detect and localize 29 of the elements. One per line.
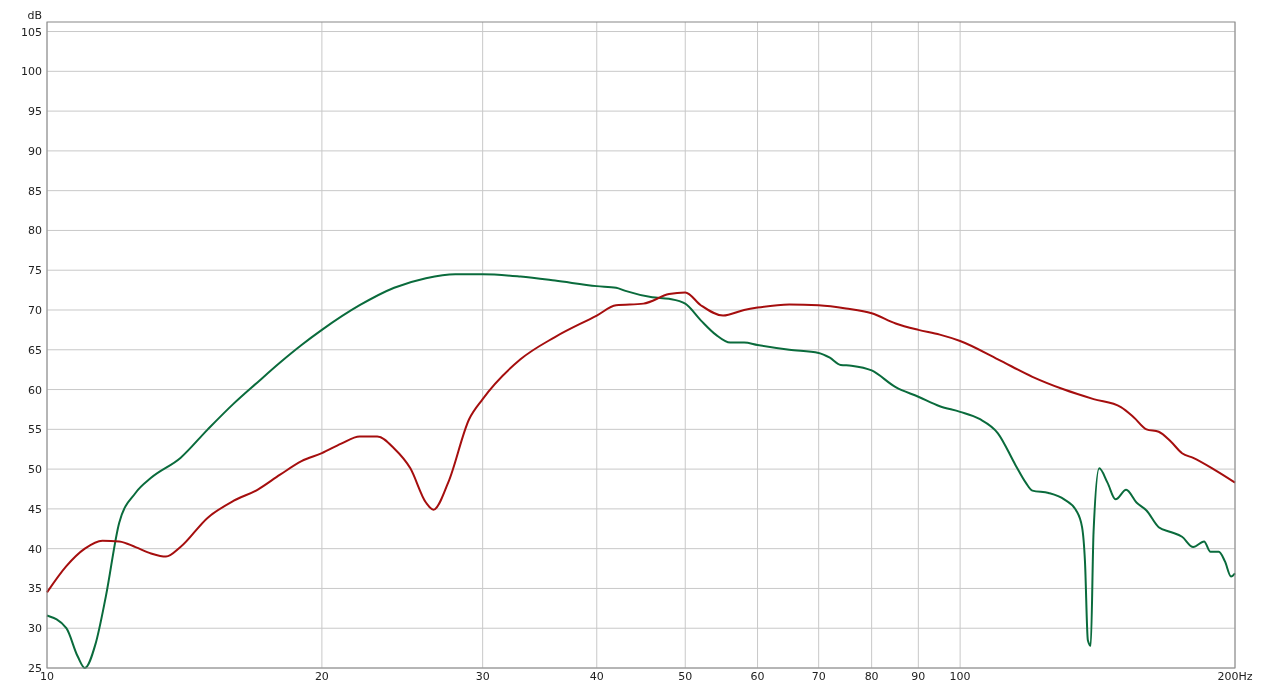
x-tick-label: 60: [750, 670, 765, 683]
y-tick-label: 45: [28, 502, 42, 516]
y-tick-label: 65: [28, 343, 42, 357]
y-tick-label: 70: [28, 304, 42, 317]
y-tick-label: 85: [28, 184, 42, 198]
x-tick-label: 20: [314, 670, 329, 683]
y-tick-label: 75: [28, 264, 42, 278]
x-tick-label: 200Hz: [1217, 670, 1253, 683]
y-tick-label: 80: [28, 224, 42, 238]
y-tick-label: 90: [28, 144, 42, 158]
x-tick-label: 30: [475, 670, 490, 683]
x-tick-label: 80: [864, 670, 879, 683]
x-tick-label: 50: [678, 670, 693, 683]
y-axis-title: dB: [27, 9, 42, 22]
y-tick-label: 25: [28, 662, 42, 675]
y-tick-label: 95: [28, 105, 42, 119]
y-tick-label: 60: [28, 383, 42, 397]
x-tick-label: 70: [811, 670, 826, 683]
x-tick-label: 10: [40, 670, 54, 683]
y-tick-label: 40: [28, 542, 42, 556]
y-tick-label: 100: [21, 65, 42, 79]
y-tick-label: 105: [21, 25, 42, 39]
x-tick-label: 40: [589, 670, 604, 683]
x-tick-label: 100: [949, 670, 971, 683]
y-tick-label: 30: [28, 622, 42, 636]
x-tick-label: 90: [911, 670, 926, 683]
y-tick-label: 55: [28, 423, 42, 437]
y-tick-label: 35: [28, 582, 42, 596]
y-tick-label: 50: [28, 463, 42, 477]
